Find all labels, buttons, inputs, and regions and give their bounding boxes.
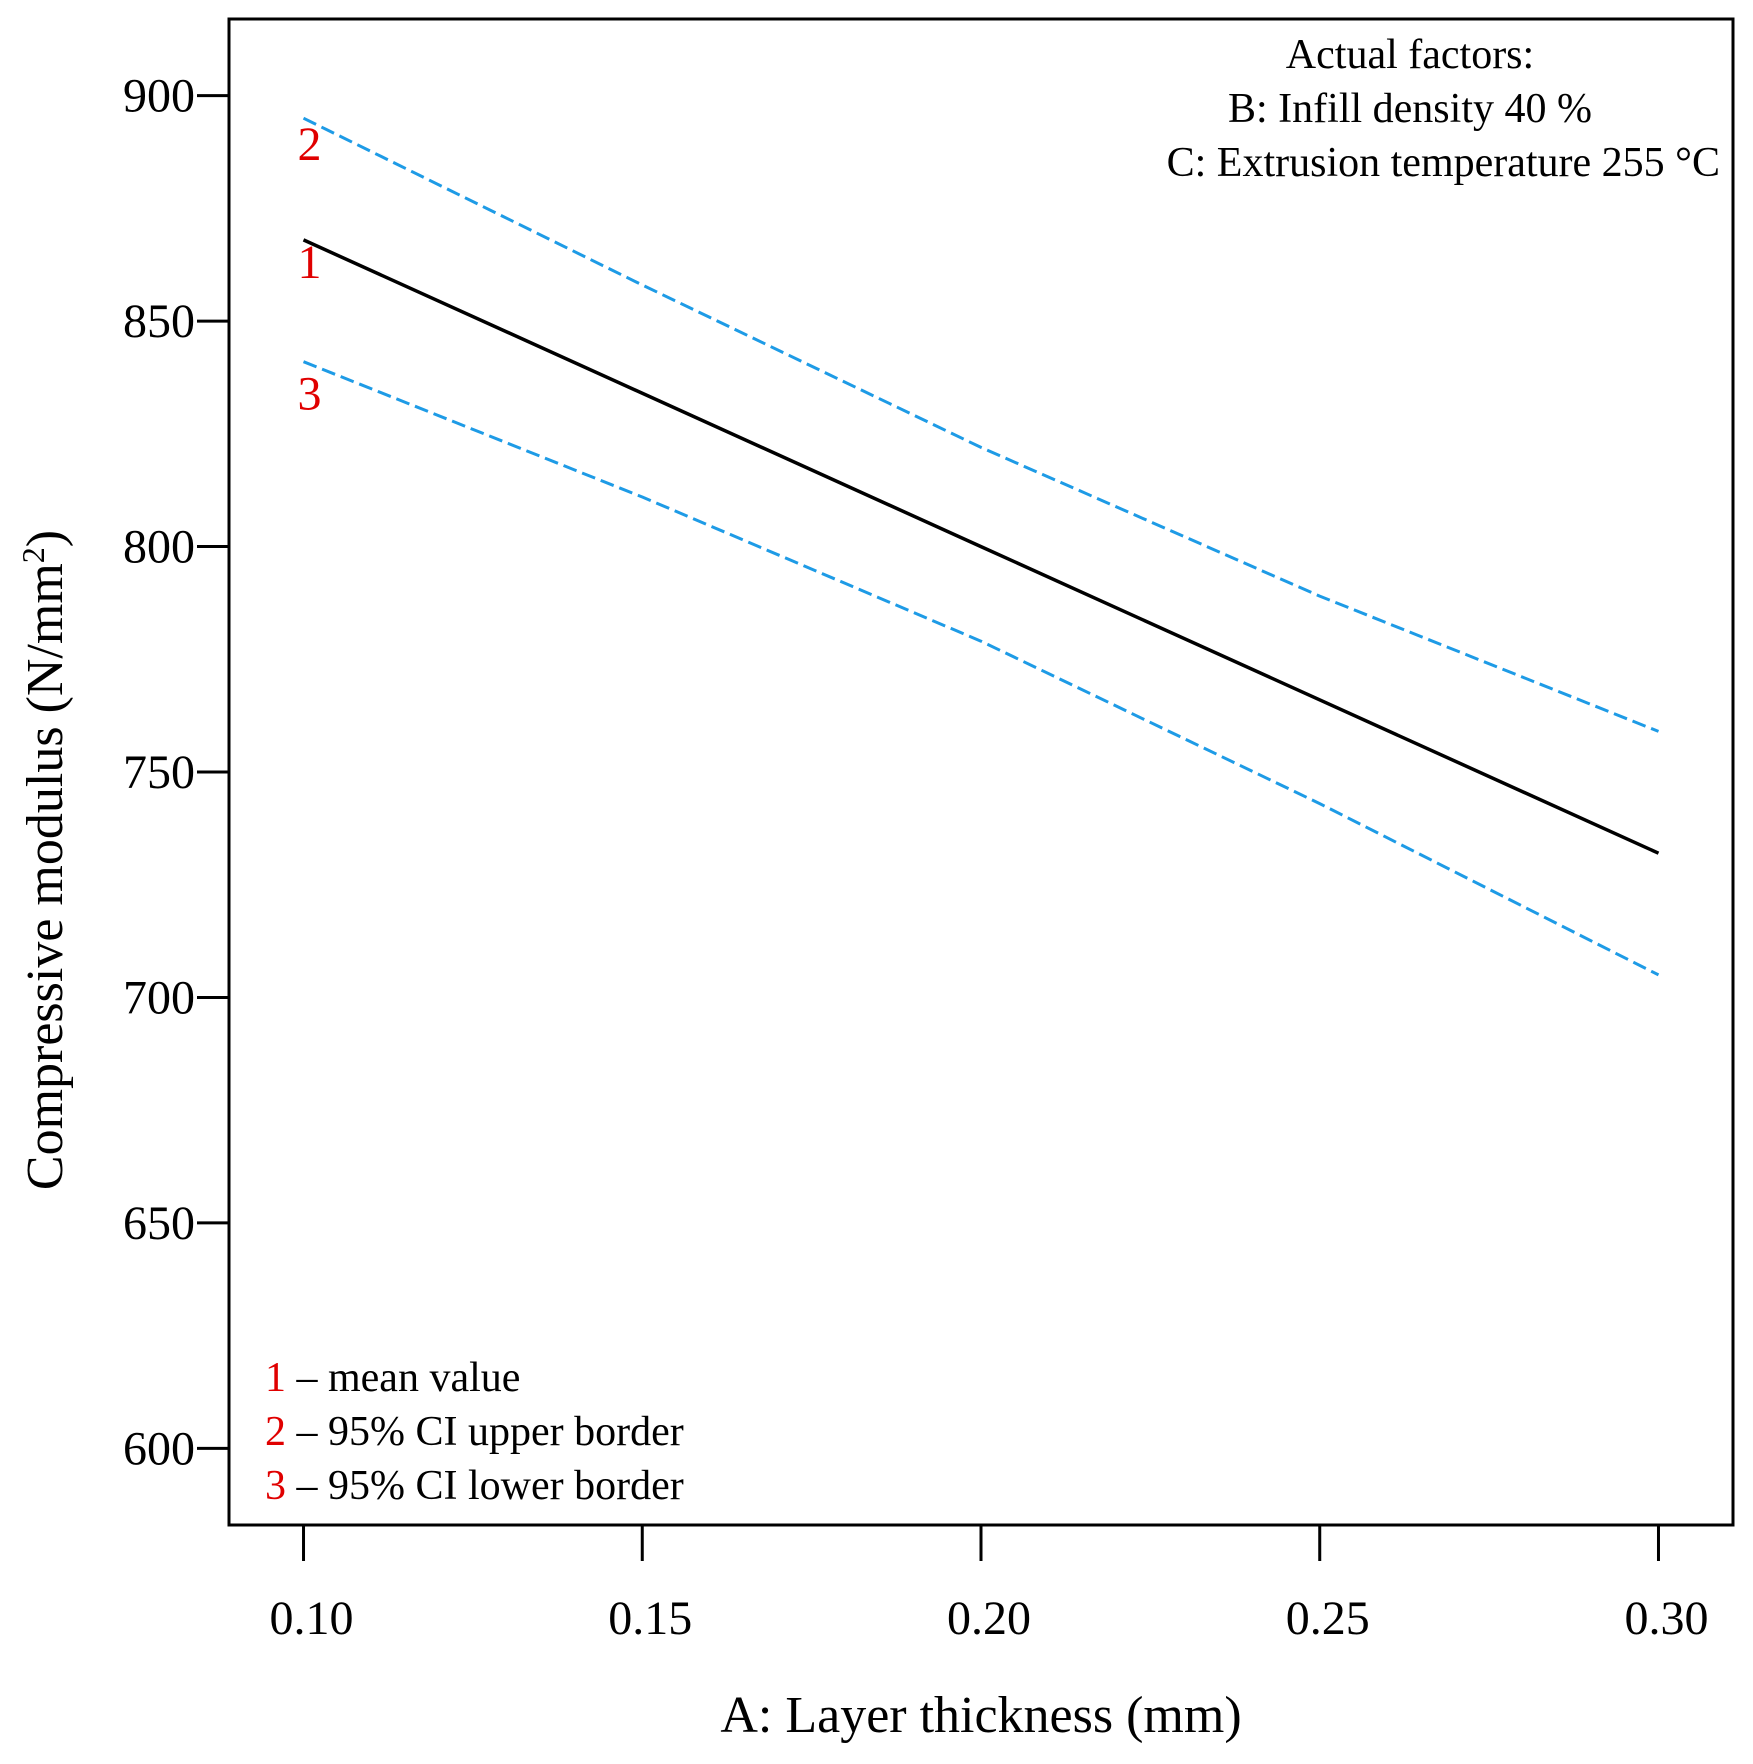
legend-label-1: – mean value: [286, 1355, 520, 1401]
legend-label-2: – 95% CI upper border: [286, 1409, 684, 1455]
series-line-2: [302, 116, 1660, 733]
actual-factors-title: Actual factors:: [1286, 32, 1534, 78]
series-lines: [302, 116, 1660, 977]
y-tick-label: 700: [123, 971, 195, 1024]
x-tick-label: 0.30: [1624, 1592, 1708, 1645]
series-number-labels: 1 2 3: [298, 118, 322, 420]
x-axis-ticks: 0.10 0.15 0.20 0.25 0.30: [270, 1525, 1708, 1645]
y-tick-label: 800: [123, 521, 195, 574]
y-tick-label: 850: [123, 295, 195, 348]
legend-number-1: 1: [265, 1355, 286, 1401]
y-tick-label: 900: [123, 70, 195, 123]
legend-label-3: – 95% CI lower border: [286, 1463, 684, 1509]
y-axis-title: Compressive modulus (N/mm2): [15, 530, 74, 1190]
legend: 1 – mean value 2 – 95% CI upper border 3…: [265, 1355, 684, 1509]
series-number-1: 1: [298, 236, 322, 289]
series-line-3: [302, 360, 1660, 977]
legend-item-2: 2 – 95% CI upper border: [265, 1409, 684, 1455]
x-axis-title: A: Layer thickness (mm): [720, 1687, 1241, 1744]
x-tick-label: 0.20: [947, 1592, 1031, 1645]
legend-item-3: 3 – 95% CI lower border: [265, 1463, 684, 1509]
legend-item-1: 1 – mean value: [265, 1355, 520, 1401]
y-axis-ticks: 600 650 700 750 800 850 900: [123, 70, 229, 1475]
x-tick-label: 0.15: [608, 1592, 692, 1645]
series-number-3: 3: [298, 368, 322, 421]
x-tick-label: 0.10: [270, 1592, 354, 1645]
actual-factor-b: B: Infill density 40 %: [1228, 86, 1592, 132]
plot-frame: [227, 17, 1735, 1527]
y-tick-label: 750: [123, 746, 195, 799]
y-axis-title-close: ): [17, 530, 74, 547]
legend-number-3: 3: [265, 1463, 286, 1509]
series-number-2: 2: [298, 118, 322, 171]
y-tick-label: 600: [123, 1422, 195, 1475]
actual-factor-c: C: Extrusion temperature 255 °C: [1167, 140, 1720, 186]
actual-factors-annotation: Actual factors: B: Infill density 40 % C…: [1167, 32, 1720, 186]
series-line-1: [302, 238, 1660, 855]
y-axis-title-main: Compressive modulus (N/mm: [17, 563, 74, 1190]
y-tick-label: 650: [123, 1197, 195, 1250]
x-tick-label: 0.25: [1286, 1592, 1370, 1645]
legend-number-2: 2: [265, 1409, 286, 1455]
y-axis-title-superscript: 2: [15, 547, 51, 563]
